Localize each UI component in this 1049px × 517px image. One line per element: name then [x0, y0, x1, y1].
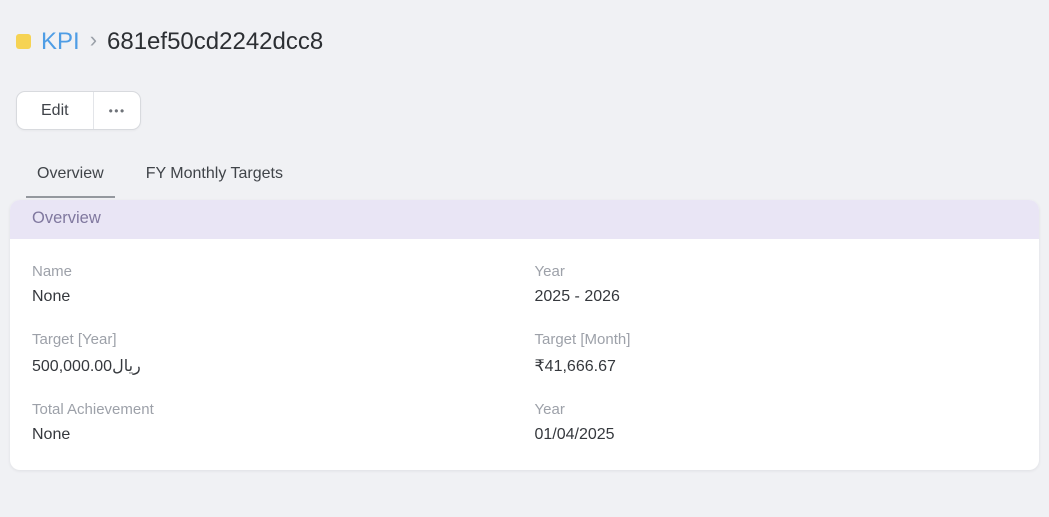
- field-label: Name: [32, 263, 73, 280]
- field-target-year: Target [Year] 500,000.00ريال: [32, 331, 515, 376]
- more-options-button[interactable]: •••: [94, 92, 140, 129]
- record-title: 681ef50cd2242dcc8: [107, 27, 324, 55]
- breadcrumb: KPI › 681ef50cd2242dcc8: [16, 25, 1039, 58]
- field-target-month: Target [Month] ₹41,666.67: [535, 331, 1018, 376]
- field-label: Total Achievement: [32, 401, 154, 418]
- kpi-doctype-icon: [16, 34, 31, 49]
- field-label: Target [Month]: [534, 331, 631, 348]
- tab-overview[interactable]: Overview: [26, 156, 115, 198]
- section-header-overview: Overview: [10, 200, 1039, 239]
- field-value: 500,000.00ريال: [32, 358, 141, 375]
- field-label: Year: [534, 263, 565, 280]
- chevron-right-icon: ›: [89, 27, 98, 52]
- edit-button[interactable]: Edit: [17, 92, 94, 129]
- breadcrumb-link-kpi[interactable]: KPI: [41, 27, 80, 55]
- overview-card: Overview Name None Year 2025 - 2026 Targ…: [10, 200, 1039, 470]
- record-tabs: Overview FY Monthly Targets: [26, 156, 1039, 198]
- field-value: 2025 - 2026: [534, 288, 620, 305]
- field-label: Year: [534, 401, 565, 418]
- field-year-date: Year 01/04/2025: [535, 401, 1018, 444]
- field-total-achievement: Total Achievement None: [32, 401, 515, 444]
- kpi-detail-page: KPI › 681ef50cd2242dcc8 Edit ••• Overvie…: [10, 25, 1039, 470]
- ellipsis-icon: •••: [108, 103, 126, 118]
- field-value: None: [32, 426, 71, 443]
- field-label: Target [Year]: [32, 331, 117, 348]
- tab-fy-monthly-targets[interactable]: FY Monthly Targets: [135, 156, 294, 198]
- overview-fields: Name None Year 2025 - 2026 Target [Year]…: [10, 239, 1039, 470]
- field-value: None: [32, 288, 71, 305]
- field-year: Year 2025 - 2026: [535, 263, 1018, 306]
- record-toolbar: Edit •••: [16, 91, 141, 130]
- field-value: 01/04/2025: [534, 426, 615, 443]
- field-name: Name None: [32, 263, 515, 306]
- field-value: ₹41,666.67: [534, 358, 616, 375]
